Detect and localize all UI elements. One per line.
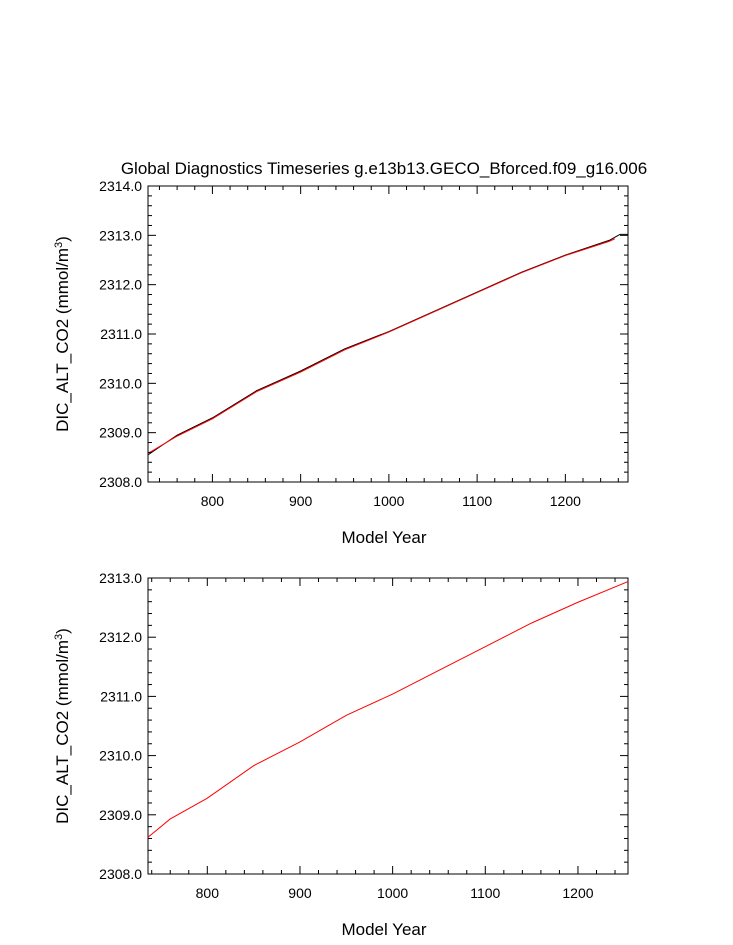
y-axis-label-text: DIC_ALT_CO2 (mmol/m: [53, 248, 72, 432]
x-tick-label: 800: [201, 493, 225, 509]
y-tick-label: 2312.0: [99, 277, 142, 293]
x-tick-label: 1000: [373, 493, 404, 509]
y-tick-label: 2309.0: [99, 425, 142, 441]
x-tick-label: 900: [289, 493, 313, 509]
x-tick-label: 1200: [562, 885, 593, 901]
y-tick-label: 2310.0: [99, 748, 142, 764]
series-line-0: [147, 233, 628, 456]
x-tick-label: 1100: [470, 885, 500, 901]
x-tick-label: 800: [196, 885, 220, 901]
plot-frame: [147, 577, 629, 875]
y-tick-label: 2313.0: [99, 227, 142, 243]
series-layer: [147, 581, 629, 838]
y-tick-label: 2314.0: [99, 178, 142, 194]
y-axis-label: DIC_ALT_CO2 (mmol/m3): [53, 236, 72, 432]
y-axis-label-text: DIC_ALT_CO2 (mmol/m: [53, 640, 72, 824]
chart-title: Global Diagnostics Timeseries g.e13b13.G…: [121, 159, 647, 178]
y-tick-label: 2308.0: [99, 866, 142, 882]
x-tick-label: 900: [288, 885, 312, 901]
y-tick-label: 2308.0: [99, 474, 142, 490]
y-axis-label-exponent: 3: [53, 242, 65, 248]
y-axis-label: DIC_ALT_CO2 (mmol/m3): [53, 628, 72, 824]
x-tick-label: 1100: [462, 493, 492, 509]
y-axis-label-close: ): [53, 628, 72, 634]
axis-layer: 800 900 1000 1100 1200 2308.0 2309.0 2310.0 2311…: [99, 570, 628, 901]
y-axis-label-close: ): [53, 236, 72, 242]
series-line-0: [147, 581, 629, 838]
series-layer: [147, 233, 628, 456]
y-tick-label: 2311.0: [100, 326, 142, 342]
y-tick-label: 2312.0: [99, 629, 142, 645]
top-chart: Global Diagnostics Timeseries g.e13b13.G…: [53, 159, 647, 547]
series-line-1: [147, 238, 615, 454]
y-axis-label-exponent: 3: [53, 634, 65, 640]
x-tick-label: 1000: [377, 885, 408, 901]
axis-layer: 800 900 1000 1100 1200 2308.0 2309.0 2310.0 2311…: [99, 178, 628, 509]
y-tick-label: 2309.0: [99, 807, 142, 823]
x-axis-label: Model Year: [341, 528, 426, 547]
plot-frame: [147, 185, 629, 483]
y-tick-label: 2310.0: [99, 375, 142, 391]
y-tick-label: 2311.0: [100, 688, 142, 704]
x-axis-label: Model Year: [341, 920, 426, 939]
x-tick-label: 1200: [550, 493, 581, 509]
y-tick-label: 2313.0: [99, 570, 142, 586]
bottom-chart: 800 900 1000 1100 1200 2308.0 2309.0 2310.0 2311…: [53, 570, 629, 939]
